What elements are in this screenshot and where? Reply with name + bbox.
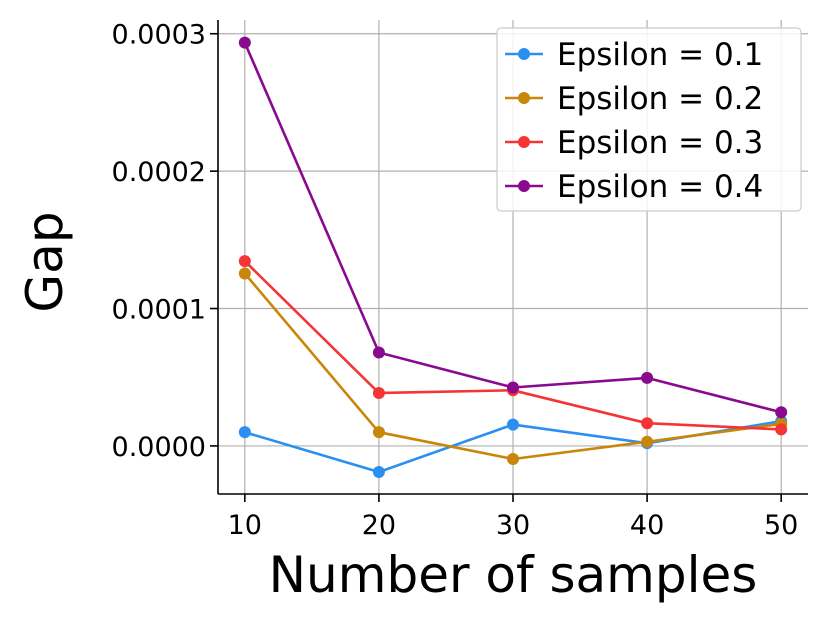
y-tick-label: 0.0000 <box>112 432 206 463</box>
y-axis-label: Gap <box>16 211 74 312</box>
data-point <box>372 346 385 359</box>
data-point <box>238 36 251 49</box>
legend-marker <box>518 92 530 104</box>
legend-label: Epsilon = 0.3 <box>557 125 763 161</box>
y-tick-label: 0.0002 <box>112 157 206 188</box>
data-point <box>372 426 385 439</box>
series-group <box>238 36 788 479</box>
y-ticks: 0.0000 0.0001 0.0002 0.0003 <box>112 20 218 463</box>
legend-label: Epsilon = 0.2 <box>557 81 763 117</box>
data-point <box>775 406 788 419</box>
data-point <box>372 387 385 400</box>
x-tick-label: 20 <box>362 510 396 541</box>
data-point <box>507 418 519 431</box>
data-point <box>507 381 519 394</box>
x-tick-label: 30 <box>496 510 530 541</box>
legend-label: Epsilon = 0.1 <box>557 37 763 73</box>
y-tick-label: 0.0003 <box>112 20 206 51</box>
x-tick-label: 40 <box>630 510 664 541</box>
legend-frame <box>496 27 802 212</box>
x-tick-label: 50 <box>764 510 798 541</box>
x-ticks: 10 20 30 40 50 <box>228 494 798 541</box>
x-tick-label: 10 <box>228 510 262 541</box>
legend-marker <box>518 48 530 60</box>
data-point <box>372 466 385 479</box>
data-point <box>775 423 788 436</box>
x-axis-label: Number of samples <box>269 546 758 604</box>
data-point <box>238 267 251 280</box>
legend-marker <box>518 136 530 148</box>
data-point <box>507 452 519 465</box>
legend-label: Epsilon = 0.4 <box>557 169 763 205</box>
data-point <box>641 435 654 448</box>
data-point <box>641 417 654 430</box>
legend: Epsilon = 0.1 Epsilon = 0.2 Epsilon = 0.3 E… <box>496 27 802 212</box>
y-tick-label: 0.0001 <box>112 295 206 326</box>
data-point <box>238 426 251 439</box>
legend-marker <box>518 180 530 192</box>
data-point <box>238 255 251 268</box>
data-point <box>641 371 654 384</box>
